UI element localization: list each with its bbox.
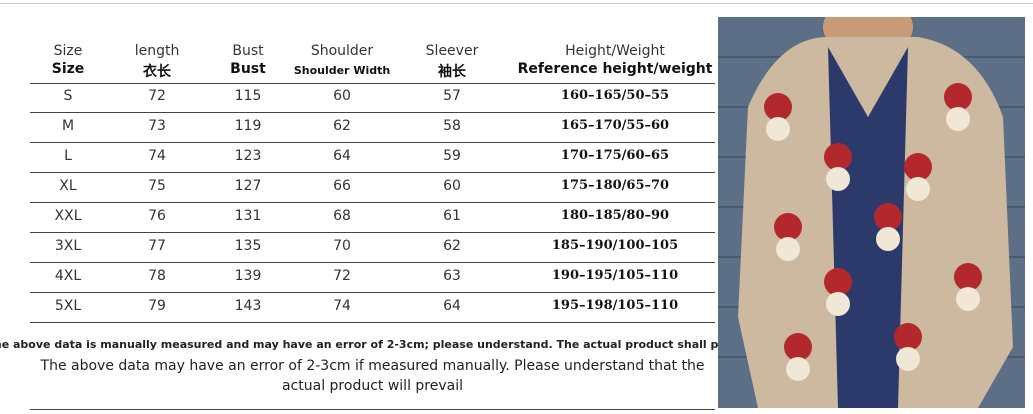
header-top: Sleever (425, 43, 479, 59)
row-rule (30, 83, 715, 84)
height-weight-cell: 185–190/100–105 (551, 238, 679, 253)
row-rule (30, 142, 715, 143)
cell: S (63, 88, 73, 104)
cell: 115 (234, 88, 262, 104)
cell: 59 (443, 148, 461, 164)
height-weight-cell: 180–185/80–90 (560, 208, 670, 223)
cell: 62 (443, 238, 461, 254)
header-bottom: 袖长 (438, 64, 466, 80)
row-rule (30, 232, 715, 233)
cell: M (61, 118, 75, 134)
header-top: Height/Weight (565, 43, 665, 59)
height-weight-cell: 170–175/60–65 (560, 148, 670, 163)
header-bottom: Bust (230, 61, 266, 77)
header-bottom: 衣长 (143, 64, 171, 80)
header-top: Shoulder (310, 43, 374, 59)
header-bottom: Shoulder Width (293, 64, 391, 77)
row-rule (30, 202, 715, 203)
header-top: Size (53, 43, 83, 59)
cell: 58 (443, 118, 461, 134)
cell: XXL (54, 208, 82, 224)
cell: 72 (333, 268, 351, 284)
note-long: The above data may have an error of 2-3c… (40, 358, 705, 394)
row-rule (30, 292, 715, 293)
cell: 143 (234, 298, 262, 314)
height-weight-cell: 165–170/55–60 (560, 118, 670, 133)
cell: 73 (148, 118, 166, 134)
cell: 3XL (54, 238, 82, 254)
cell: 60 (333, 88, 351, 104)
header-top: length (134, 43, 180, 59)
cell: 64 (333, 148, 351, 164)
cell: 79 (148, 298, 166, 314)
cell: 5XL (54, 298, 82, 314)
cell: 74 (333, 298, 351, 314)
cell: 60 (443, 178, 461, 194)
cell: 72 (148, 88, 166, 104)
cell: 139 (234, 268, 262, 284)
cell: 57 (443, 88, 461, 104)
cell: 123 (234, 148, 262, 164)
height-weight-cell: 160–165/50–55 (560, 88, 670, 103)
row-rule (30, 322, 715, 323)
cell: 127 (234, 178, 262, 194)
cell: 75 (148, 178, 166, 194)
header-bottom: Reference height/weight (517, 61, 713, 77)
height-weight-cell: 175–180/65–70 (560, 178, 670, 193)
cell: 61 (443, 208, 461, 224)
height-weight-cell: 190–195/105–110 (551, 268, 679, 283)
cell: 62 (333, 118, 351, 134)
cell: 119 (234, 118, 262, 134)
row-rule (30, 112, 715, 113)
header-top: Bust (232, 43, 264, 59)
cell: 68 (333, 208, 351, 224)
cell: 63 (443, 268, 461, 284)
cell: 77 (148, 238, 166, 254)
cell: 131 (234, 208, 262, 224)
cell: 64 (443, 298, 461, 314)
row-rule (30, 262, 715, 263)
row-rule (30, 172, 715, 173)
height-weight-cell: 195–198/105–110 (551, 298, 679, 313)
row-rule (30, 409, 715, 410)
note-short: The above data is manually measured and … (0, 338, 758, 351)
cell: 78 (148, 268, 166, 284)
cell: XL (59, 178, 77, 194)
cell: 74 (148, 148, 166, 164)
header-bottom: Size (51, 61, 85, 77)
cell: 70 (333, 238, 351, 254)
cell: 135 (234, 238, 262, 254)
product-photo (718, 17, 1025, 408)
top-rule (0, 3, 1033, 4)
cell: 76 (148, 208, 166, 224)
cell: L (64, 148, 72, 164)
cell: 66 (333, 178, 351, 194)
cell: 4XL (54, 268, 82, 284)
